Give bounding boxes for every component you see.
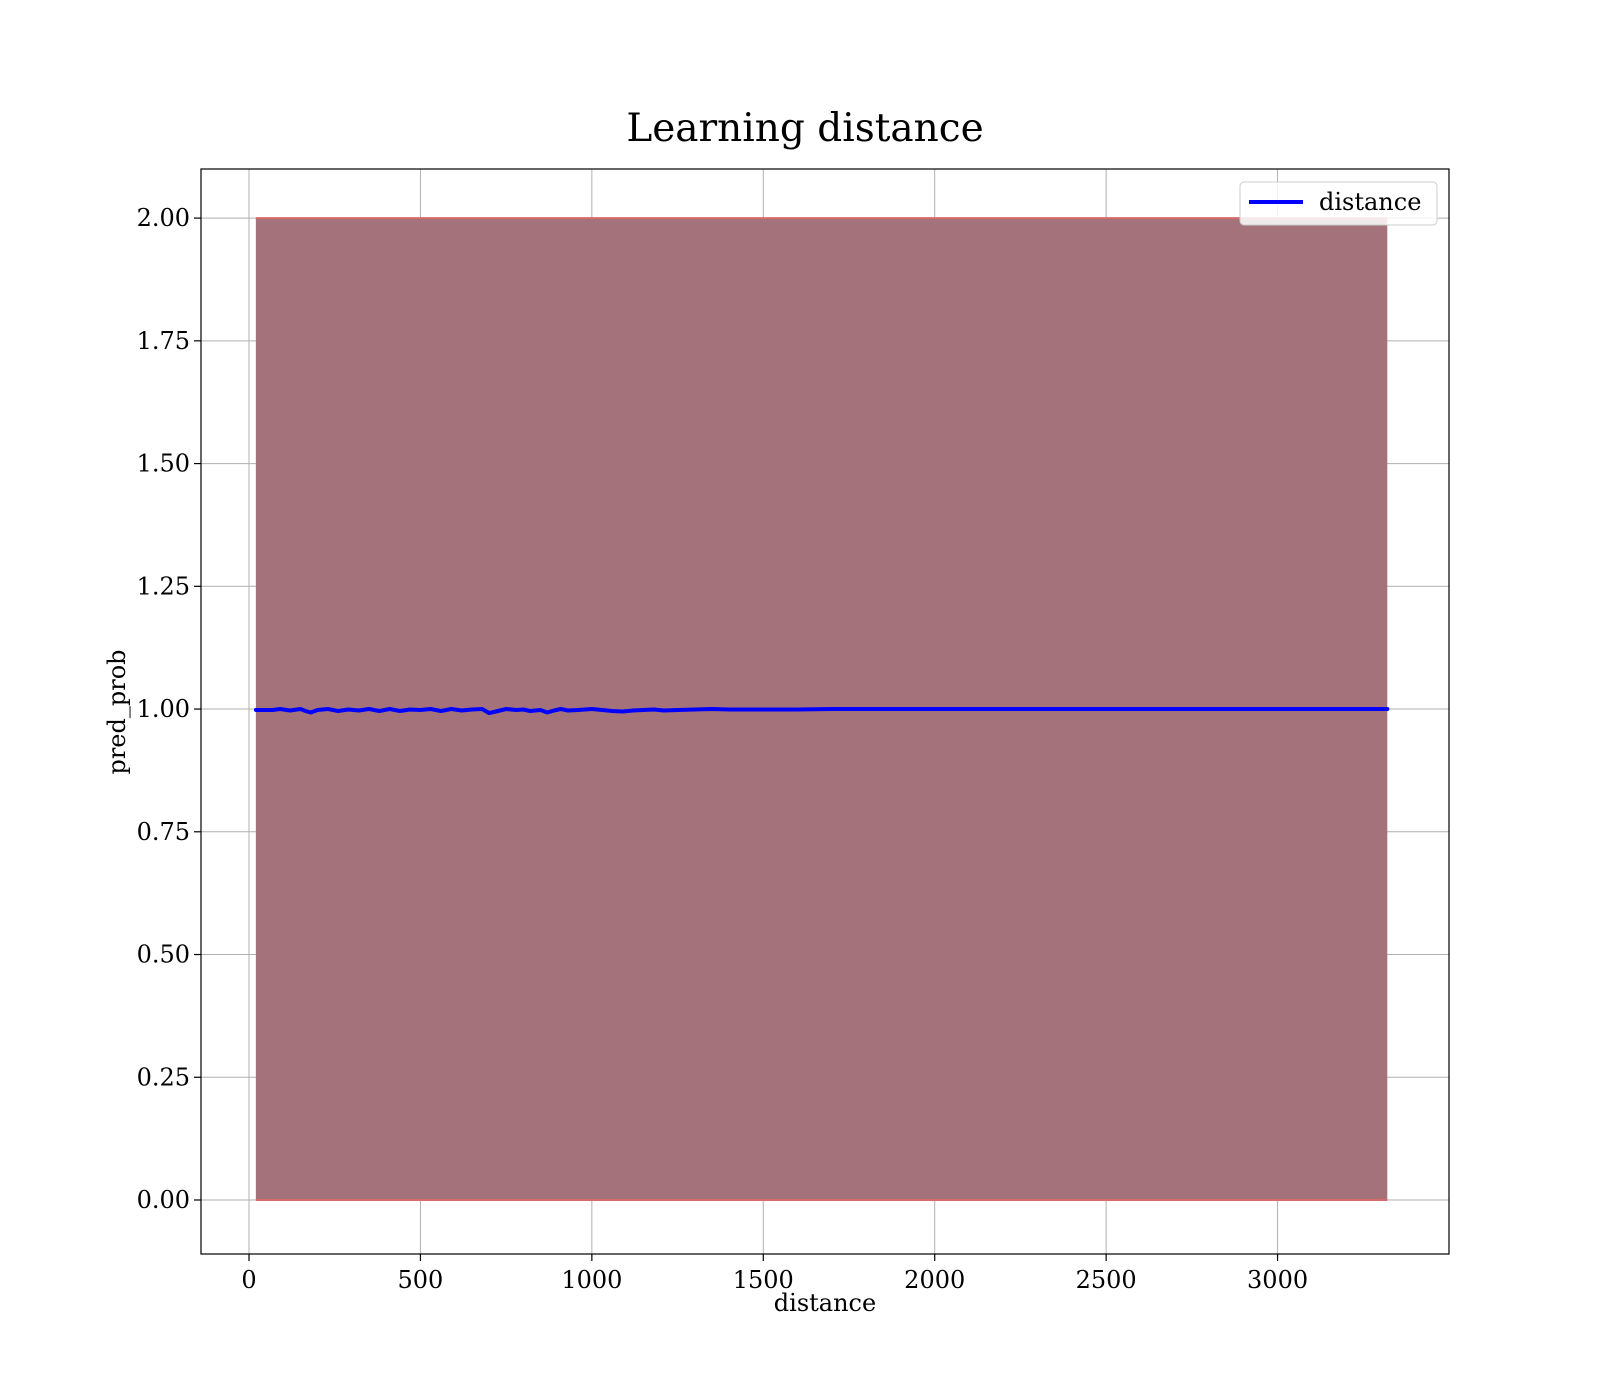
x-axis: 0 500 1000 1500 2000 2500 3000 <box>241 1254 1308 1294</box>
y-tick-label: 0.00 <box>137 1186 190 1214</box>
x-axis-label: distance <box>774 1289 876 1317</box>
y-tick-label: 0.25 <box>137 1063 190 1091</box>
x-tick-label: 2000 <box>904 1266 965 1294</box>
legend-box <box>1239 181 1438 226</box>
x-tick-label: 1500 <box>733 1266 794 1294</box>
plot-frame <box>200 168 1450 1255</box>
legend: distance <box>1239 181 1438 226</box>
y-tick-label: 2.00 <box>137 204 190 232</box>
series-line-distance <box>253 707 1390 715</box>
y-tick-label: 1.25 <box>137 572 190 600</box>
y-tick-label: 0.50 <box>137 941 190 969</box>
y-tick-label: 0.75 <box>137 818 190 846</box>
y-tick-label: 1.50 <box>137 450 190 478</box>
x-tick-label: 1000 <box>561 1266 622 1294</box>
series-layer <box>253 707 1390 715</box>
y-axis: 0.00 0.25 0.50 0.75 1.00 1.25 1.50 1.75 2.00 <box>137 204 201 1214</box>
y-tick-label: 1.75 <box>137 327 190 355</box>
x-tick-label: 0 <box>241 1266 256 1294</box>
y-axis-label: pred_prob <box>103 649 131 774</box>
x-tick-label: 2500 <box>1076 1266 1137 1294</box>
y-tick-label: 1.00 <box>137 695 190 723</box>
x-tick-label: 3000 <box>1247 1266 1308 1294</box>
chart-title: Learning distance <box>626 106 983 151</box>
x-tick-label: 500 <box>398 1266 444 1294</box>
legend-label: distance <box>1319 188 1421 216</box>
